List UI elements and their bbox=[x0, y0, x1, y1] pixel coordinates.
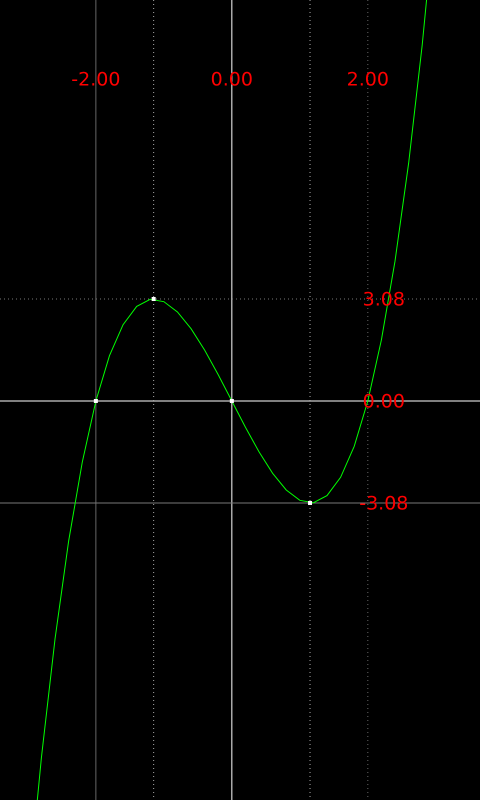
x-tick-label: 0.00 bbox=[211, 69, 253, 91]
point bbox=[151, 297, 156, 302]
y-tick-label: 0.00 bbox=[363, 390, 405, 412]
point bbox=[229, 398, 234, 403]
point bbox=[93, 398, 98, 403]
point bbox=[308, 500, 313, 505]
y-tick-label: -3.08 bbox=[359, 492, 408, 514]
x-tick-label: -2.00 bbox=[71, 69, 120, 91]
x-tick-label: 2.00 bbox=[347, 69, 389, 91]
y-tick-label: 3.08 bbox=[363, 289, 405, 311]
